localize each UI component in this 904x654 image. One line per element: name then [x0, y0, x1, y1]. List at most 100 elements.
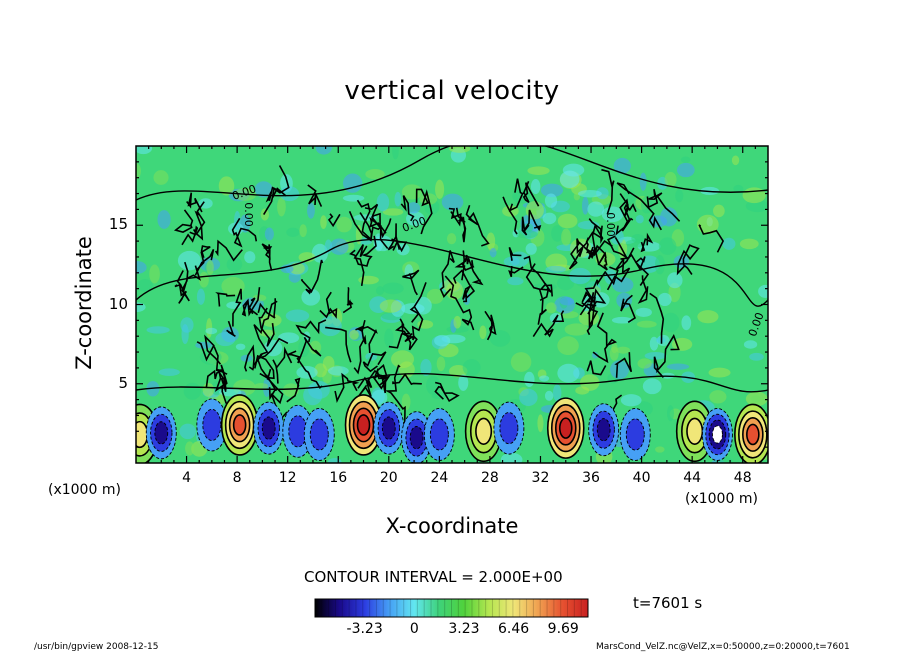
contour-line — [272, 346, 293, 384]
time-label: t=7601 s — [633, 594, 703, 612]
contour-line — [231, 217, 258, 248]
turbulence-blob — [221, 276, 245, 296]
turbulence-blob — [146, 326, 170, 334]
contour-line — [342, 287, 354, 314]
turbulence-blob — [639, 172, 647, 191]
cell-ring — [686, 417, 704, 445]
contour-line — [521, 209, 542, 236]
contour-line — [357, 376, 373, 389]
contour-line — [173, 209, 194, 233]
turbulence-blob — [489, 247, 497, 258]
turbulence-blob — [426, 375, 441, 395]
turbulence-blob — [559, 297, 575, 306]
turbulence-blob — [260, 208, 270, 221]
cell-ring — [596, 418, 611, 442]
turbulence-blob — [539, 375, 550, 382]
cell-ring — [356, 414, 371, 436]
contour-line — [614, 237, 650, 286]
contour-line — [287, 350, 323, 389]
turbulence-blob — [198, 198, 213, 209]
turbulence-blob — [544, 390, 554, 401]
turbulence-blob — [436, 356, 446, 372]
contour-line — [334, 372, 360, 404]
turbulence-blob — [196, 288, 206, 305]
contour-line — [295, 319, 327, 343]
contour-line — [286, 377, 301, 403]
updraft-cell — [546, 397, 585, 459]
turbulence-blob — [697, 310, 719, 324]
downdraft-cell — [423, 408, 455, 461]
contour-line — [297, 336, 322, 364]
cell-ring — [288, 415, 308, 448]
velocity-cells — [136, 394, 768, 463]
x-tick-label: 8 — [232, 470, 242, 486]
cell-ring — [711, 425, 723, 444]
turbulence-blob — [666, 363, 690, 370]
turbulence-blob — [435, 179, 445, 199]
contour-line — [586, 296, 596, 336]
turbulence-blob — [414, 296, 432, 315]
turbulence-blob — [610, 360, 629, 380]
turbulence-blob — [365, 169, 385, 180]
turbulence-blob — [382, 282, 404, 295]
contour-line — [263, 187, 287, 216]
turbulence-blob — [609, 346, 619, 361]
turbulence-blob — [577, 189, 602, 198]
turbulence-blob — [671, 337, 693, 351]
x-tick-label: 36 — [582, 470, 600, 486]
turbulence-blob — [545, 265, 567, 273]
contour-line — [356, 199, 389, 249]
turbulence-blob — [479, 325, 487, 340]
contour-line — [244, 344, 255, 372]
turbulence-blob — [708, 367, 731, 378]
turbulence-blob — [149, 264, 160, 284]
contour-line — [369, 212, 392, 239]
turbulence-blob — [434, 334, 451, 347]
turbulence-blob — [215, 332, 236, 347]
contour-line — [258, 307, 275, 347]
contour-line — [364, 203, 382, 229]
x-tick-label: 20 — [379, 470, 398, 486]
turbulence-blob — [552, 384, 562, 402]
colorbar-tick-label: 6.46 — [498, 621, 530, 637]
turbulence-blob — [153, 170, 169, 185]
contour-line — [181, 225, 199, 246]
contour-line — [327, 213, 341, 228]
cell-ring — [625, 418, 645, 451]
turbulence-blob — [636, 320, 657, 328]
turbulence-blob — [254, 181, 273, 198]
turbulence-blob — [601, 206, 624, 223]
contour-line — [579, 292, 599, 329]
contour-line — [508, 265, 524, 278]
turbulence-blob — [136, 261, 147, 274]
turbulence-blob — [376, 193, 390, 212]
turbulence-blob — [328, 458, 342, 463]
contour-line — [349, 235, 377, 267]
cell-ring — [232, 414, 247, 436]
downdraft-cell — [145, 406, 177, 460]
contour-value-label: 0.00 — [241, 202, 255, 227]
contour-line — [387, 223, 401, 251]
turbulence-blob — [441, 193, 464, 211]
turbulence-blob — [544, 193, 558, 208]
turbulence-blob — [391, 350, 415, 369]
contour-line — [226, 320, 236, 337]
contour-line — [522, 180, 540, 207]
colorbar-tick-label: 3.23 — [448, 621, 480, 637]
cell-ring — [309, 418, 329, 451]
plot-area — [136, 146, 768, 463]
turbulence-blob — [635, 307, 652, 318]
turbulence-blob — [442, 279, 460, 292]
turbulence-blob — [158, 368, 180, 376]
turbulence-blob — [667, 272, 683, 289]
contour-line — [586, 218, 604, 254]
cell-ring — [499, 412, 519, 445]
downdraft-cell — [401, 411, 433, 463]
contour-line — [465, 204, 490, 247]
turbulence-blob — [311, 243, 328, 263]
turbulence-blob — [561, 228, 572, 246]
contour-line — [434, 381, 460, 402]
turbulence-blob — [314, 363, 327, 378]
contour-line — [460, 260, 475, 281]
turbulence-blob — [743, 340, 758, 349]
